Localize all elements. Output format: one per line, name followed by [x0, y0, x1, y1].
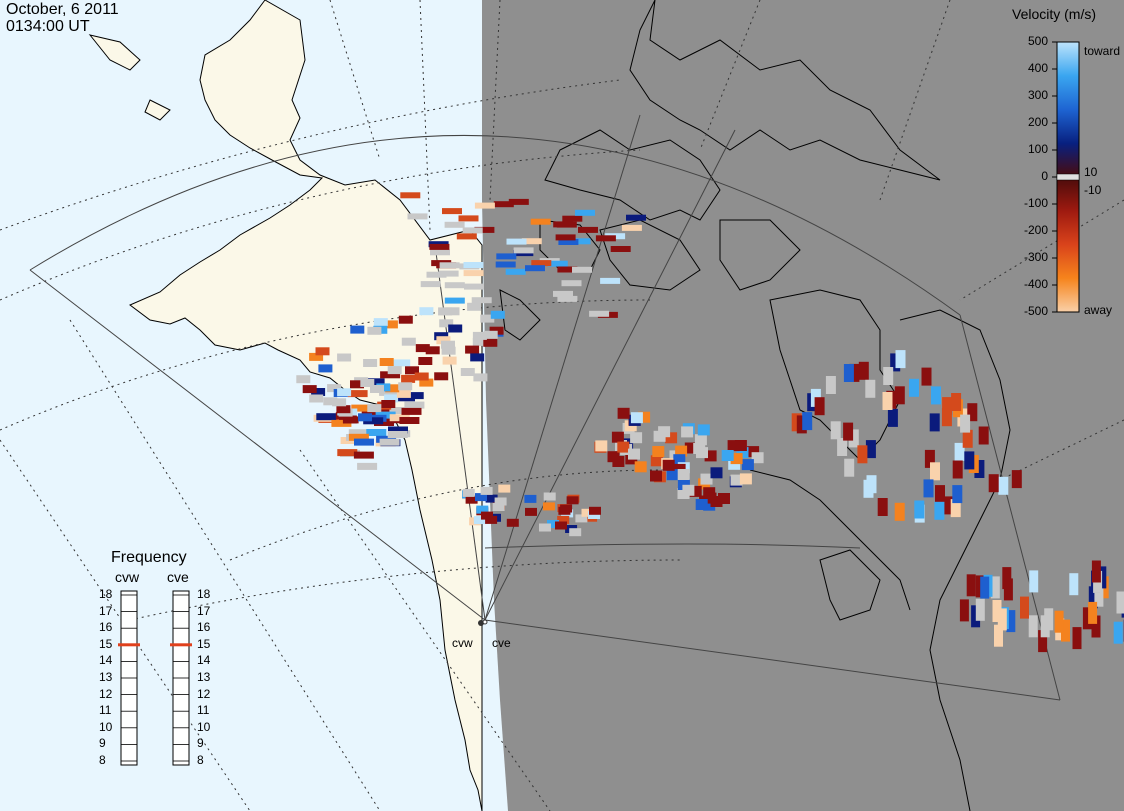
mini-tick-minus: -10 [1084, 183, 1102, 197]
frequency-tick-label: 8 [99, 753, 106, 767]
velocity-tick-label: -300 [1023, 250, 1048, 264]
frequency-tick-label: 11 [99, 703, 112, 718]
velocity-legend-title: Velocity (m/s) [1012, 6, 1097, 22]
frequency-tick-label: 13 [197, 670, 211, 684]
frequency-tick-label: 10 [99, 719, 113, 734]
velocity-tick-label: 200 [1027, 115, 1048, 129]
velocity-tick-label: 400 [1027, 61, 1048, 75]
date-label: October, 6 2011 [6, 1, 119, 18]
site-label-cvw: cvw [452, 636, 473, 650]
frequency-tick-label: 14 [99, 653, 113, 668]
frequency-tick-label: 15 [99, 636, 113, 651]
toward-label: toward [1084, 44, 1121, 58]
velocity-tick-label: 0 [1041, 169, 1048, 183]
velocity-tick-label: -400 [1023, 277, 1048, 291]
site-label-cve: cve [492, 636, 511, 650]
mini-tick-plus: 10 [1084, 165, 1098, 179]
frequency-tick-label: 12 [99, 686, 113, 701]
frequency-tick-label: 14 [197, 653, 211, 668]
frequency-tick-label: 16 [197, 620, 211, 635]
frequency-tick-label: 12 [197, 686, 211, 701]
frequency-panel-graphics [118, 590, 192, 766]
frequency-tick-label: 17 [197, 603, 211, 618]
velocity-colorbar [1052, 41, 1080, 313]
frequency-tick-label: 18 [197, 587, 211, 601]
frequency-title: Frequency [111, 549, 187, 566]
time-label: 0134:00 UT [6, 18, 90, 35]
frequency-tick-label: 9 [99, 736, 106, 751]
frequency-tick-label: 10 [197, 719, 211, 734]
away-label: away [1084, 303, 1113, 317]
radar-name-cvw: cvw [115, 569, 140, 585]
radar-name-cve: cve [167, 569, 189, 585]
frequency-tick-label: 15 [197, 636, 211, 651]
frequency-tick-label: 18 [99, 587, 113, 601]
frequency-tick-label: 9 [197, 736, 204, 751]
velocity-tick-label: -100 [1023, 196, 1048, 210]
frequency-tick-label: 16 [99, 620, 113, 635]
velocity-tick-label: 100 [1027, 142, 1048, 156]
velocity-tick-label: 300 [1027, 88, 1048, 102]
frequency-tick-label: 8 [197, 753, 204, 767]
frequency-tick-label: 17 [99, 603, 113, 618]
radar-site-markers [478, 619, 488, 626]
landmass-day [129, 0, 483, 811]
frequency-tick-label: 11 [197, 703, 210, 718]
velocity-cells [296, 192, 1124, 653]
velocity-tick-label: -500 [1023, 304, 1048, 318]
velocity-tick-label: 500 [1027, 34, 1048, 48]
coastlines [499, 0, 1011, 811]
velocity-tick-label: -200 [1023, 223, 1048, 237]
frequency-tick-label: 13 [99, 670, 113, 684]
